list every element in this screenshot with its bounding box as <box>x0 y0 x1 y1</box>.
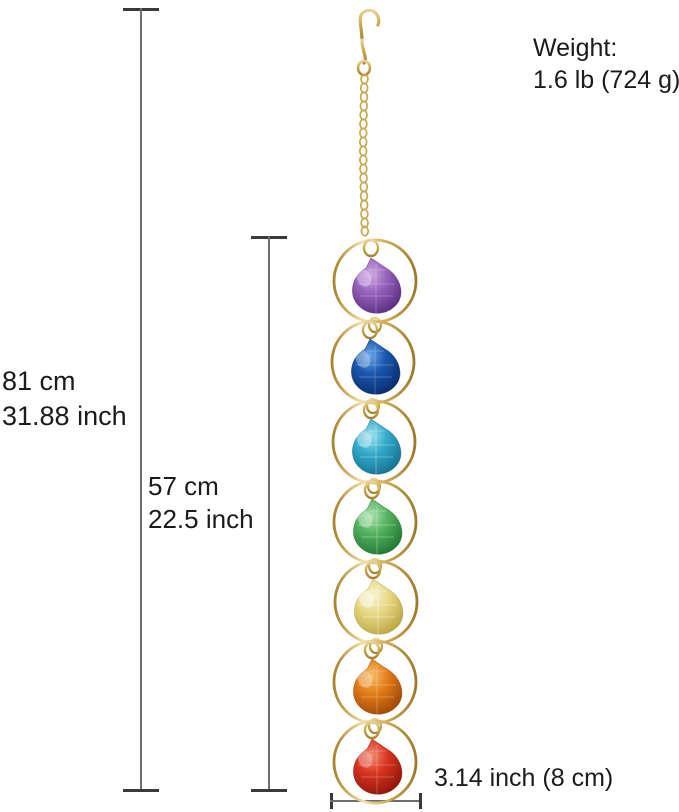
weight-heading: Weight: <box>533 34 618 62</box>
total-length-cm: 81 cm <box>2 366 76 396</box>
connector-ring-1 <box>367 316 383 334</box>
width-line <box>330 800 422 802</box>
crystal-orange <box>353 659 402 715</box>
crystal-section-inch: 22.5 inch <box>148 504 254 535</box>
crystal-red <box>353 739 402 795</box>
crystal-ring-yellow <box>333 559 419 645</box>
crystal-yellow <box>354 579 403 635</box>
crystal-blue <box>351 339 400 395</box>
jump-ring-green <box>363 480 381 500</box>
width-value: 3.14 inch (8 cm) <box>434 764 614 792</box>
crystal-section-label: 57 cm 22.5 inch <box>148 470 254 537</box>
jump-ring-red <box>363 720 381 740</box>
crystal-cyan <box>352 419 401 475</box>
jump-ring-yellow <box>364 560 382 580</box>
connector-ring-6 <box>367 717 383 735</box>
connector-ring-3 <box>366 477 382 495</box>
crystal-section-cm: 57 cm <box>148 471 219 501</box>
jump-ring-orange <box>363 640 381 660</box>
jump-ring-blue <box>361 320 379 340</box>
crystal-ring-violet <box>332 238 418 324</box>
weight-callout: Weight: 1.6 lb (724 g) <box>533 32 679 96</box>
crystal-ring-blue <box>330 319 416 405</box>
total-length-inch: 31.88 inch <box>2 400 127 431</box>
hook-jump-ring <box>356 59 372 77</box>
jump-ring-cyan <box>362 400 380 420</box>
s-hook-icon <box>358 8 381 65</box>
connector-ring-4 <box>367 557 383 575</box>
crystal-green <box>353 499 402 555</box>
width-label: 3.14 inch (8 cm) <box>434 762 613 794</box>
weight-value: 1.6 lb (724 g) <box>533 66 679 94</box>
jump-ring-violet <box>362 238 380 258</box>
crystal-ring-orange <box>332 639 418 725</box>
crystal-ring-cyan <box>331 399 417 485</box>
connector-ring-2 <box>365 397 381 415</box>
width-right-cap <box>419 793 422 809</box>
link-chain-icon <box>358 73 370 237</box>
total-length-line <box>140 8 142 791</box>
crystal-violet <box>352 258 401 314</box>
crystal-ring-red <box>332 719 418 805</box>
crystal-ring-green <box>332 479 418 565</box>
total-length-label: 81 cm 31.88 inch <box>2 364 127 433</box>
crystal-section-line <box>268 236 270 791</box>
total-length-bottom-cap <box>123 789 159 792</box>
crystal-section-bottom-cap <box>251 789 287 792</box>
connector-ring-5 <box>368 637 384 655</box>
